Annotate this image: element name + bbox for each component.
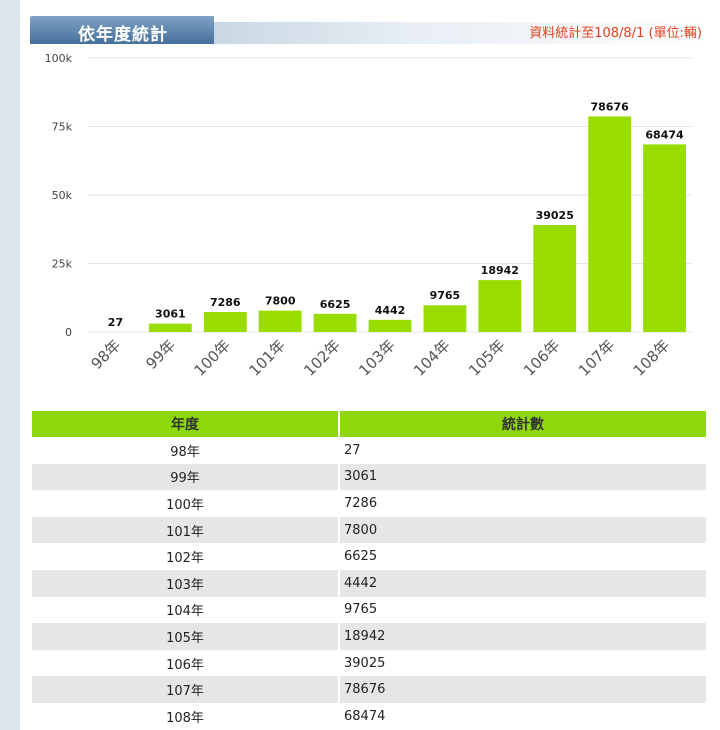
y-tick-label: 25k <box>52 258 73 271</box>
table-cell-count: 7800 <box>339 516 706 544</box>
x-tick-label: 101年 <box>245 336 289 380</box>
data-label: 3061 <box>155 308 186 321</box>
x-tick-label: 104年 <box>410 336 454 380</box>
data-table: 年度 統計數 98年 27 99年 3061 100年 7286 101年 7800 102年 6… <box>32 411 706 730</box>
x-tick-label: 107年 <box>575 336 619 380</box>
bars <box>94 116 686 332</box>
x-tick-label: 102年 <box>300 336 344 380</box>
table-cell-count: 6625 <box>344 549 378 565</box>
table-cell-year: 103年 <box>32 569 340 597</box>
bar <box>478 280 522 332</box>
y-tick-label: 100k <box>45 52 73 65</box>
y-tick-label: 0 <box>65 326 72 339</box>
table-row: 100年 7286 <box>32 490 706 517</box>
y-tick-label: 75k <box>52 121 73 134</box>
table-cell-count: 18942 <box>339 623 706 650</box>
y-tick-label: 50k <box>52 189 73 202</box>
bar <box>423 305 467 332</box>
table-cell-count: 27 <box>344 442 361 458</box>
table-cell-count: 9765 <box>344 602 378 618</box>
data-label: 68474 <box>645 128 684 141</box>
table-cell-year: 105年 <box>32 623 340 650</box>
table-cell-year: 98年 <box>32 437 340 464</box>
table-row: 98年 27 <box>32 437 706 464</box>
data-label: 78676 <box>590 100 629 113</box>
table-row: 106年 39025 <box>32 649 706 677</box>
bar <box>203 312 247 332</box>
data-label: 27 <box>108 316 123 329</box>
table-cell-count: 7286 <box>344 495 378 511</box>
bar <box>313 313 357 332</box>
table-cell-count: 78676 <box>339 676 706 703</box>
header-rule <box>214 22 710 44</box>
table-row: 101年 7800 <box>32 516 706 544</box>
table-header-year: 年度 <box>32 411 340 437</box>
bar <box>368 319 412 332</box>
x-tick-label: 106年 <box>520 336 564 380</box>
table-row: 103年 4442 <box>32 569 706 597</box>
table-cell-count: 39025 <box>344 655 386 671</box>
x-tick-label: 98年 <box>87 336 124 373</box>
bar <box>148 323 192 332</box>
data-label: 7286 <box>210 296 241 309</box>
bar <box>588 116 632 332</box>
table-cell-year: 102年 <box>32 543 340 570</box>
bar <box>643 144 686 332</box>
y-axis-ticks: 0 25k 50k 75k 100k <box>45 52 73 339</box>
x-axis-labels: 98年 99年 100年 101年 102年 103年 104年 105年 106年 107年 10… <box>87 336 673 380</box>
table-cell-year: 104年 <box>32 596 340 624</box>
data-label: 39025 <box>536 209 574 222</box>
section-header: 依年度統計 資料統計至108/8/1 (單位:輛) <box>30 16 710 46</box>
bar <box>533 225 577 332</box>
table-header-count: 統計數 <box>339 411 706 437</box>
x-tick-label: 99年 <box>142 336 179 373</box>
x-tick-label: 108年 <box>630 336 674 380</box>
x-tick-label: 100年 <box>191 336 235 380</box>
data-label: 6625 <box>320 298 351 311</box>
data-label: 18942 <box>481 264 519 277</box>
table-row: 99年 3061 <box>32 463 706 491</box>
data-label: 9765 <box>430 289 461 302</box>
table-header-row: 年度 統計數 <box>32 411 706 437</box>
data-note: 資料統計至108/8/1 (單位:輛) <box>529 26 702 41</box>
table-cell-count: 68474 <box>344 708 386 724</box>
data-label: 4442 <box>375 304 406 317</box>
x-tick-label: 105年 <box>465 336 509 380</box>
table-row: 107年 78676 <box>32 676 706 703</box>
table-row: 104年 9765 <box>32 596 706 624</box>
data-label: 7800 <box>265 295 296 308</box>
table-cell-year: 108年 <box>32 702 340 730</box>
bar <box>258 310 302 332</box>
data-labels: 27 3061 7286 7800 6625 4442 9765 18942 39025 7867… <box>108 100 684 328</box>
table-cell-year: 101年 <box>32 516 340 544</box>
table-cell-count: 3061 <box>339 463 706 491</box>
x-tick-label: 103年 <box>355 336 399 380</box>
section-tab: 依年度統計 <box>30 16 214 45</box>
table-row: 108年 68474 <box>32 702 706 730</box>
left-sidebar-strip <box>0 0 20 730</box>
table-cell-count: 4442 <box>339 569 706 597</box>
table-row: 105年 18942 <box>32 623 706 650</box>
yearly-bar-chart: 0 25k 50k 75k 100k 27 3061 7286 7800 6625 4442 976… <box>45 52 692 380</box>
table-cell-year: 100年 <box>32 490 340 517</box>
table-cell-year: 106年 <box>32 649 340 677</box>
section-title: 依年度統計 <box>78 25 168 45</box>
table-cell-year: 107年 <box>32 676 340 703</box>
table-row: 102年 6625 <box>32 543 706 570</box>
table-cell-year: 99年 <box>32 463 340 491</box>
